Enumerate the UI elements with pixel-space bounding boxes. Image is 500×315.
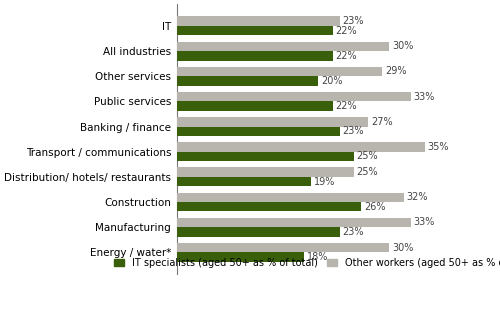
- Text: 23%: 23%: [342, 126, 364, 136]
- Text: 22%: 22%: [336, 26, 357, 36]
- Bar: [176, 167, 354, 177]
- Text: 30%: 30%: [392, 243, 413, 253]
- Bar: [176, 243, 390, 252]
- Bar: [176, 202, 361, 211]
- Text: 27%: 27%: [371, 117, 392, 127]
- Bar: [176, 142, 425, 152]
- Bar: [176, 218, 410, 227]
- Text: 19%: 19%: [314, 177, 336, 186]
- Bar: [176, 92, 410, 101]
- Text: 18%: 18%: [307, 252, 328, 262]
- Bar: [176, 177, 312, 186]
- Bar: [176, 76, 318, 86]
- Bar: [176, 26, 332, 35]
- Text: 25%: 25%: [356, 152, 378, 161]
- Bar: [176, 101, 332, 111]
- Text: 23%: 23%: [342, 227, 364, 237]
- Bar: [176, 117, 368, 127]
- Bar: [176, 67, 382, 76]
- Text: 20%: 20%: [322, 76, 343, 86]
- Text: 32%: 32%: [406, 192, 428, 202]
- Bar: [176, 192, 404, 202]
- Text: 29%: 29%: [385, 66, 406, 77]
- Text: 25%: 25%: [356, 167, 378, 177]
- Bar: [176, 152, 354, 161]
- Bar: [176, 227, 340, 237]
- Text: 30%: 30%: [392, 41, 413, 51]
- Text: 33%: 33%: [414, 92, 435, 102]
- Text: 23%: 23%: [342, 16, 364, 26]
- Text: 33%: 33%: [414, 217, 435, 227]
- Bar: [176, 16, 340, 26]
- Text: 22%: 22%: [336, 51, 357, 61]
- Bar: [176, 51, 332, 60]
- Text: 35%: 35%: [428, 142, 449, 152]
- Bar: [176, 252, 304, 262]
- Text: 26%: 26%: [364, 202, 386, 212]
- Bar: [176, 42, 390, 51]
- Legend: IT specialists (aged 50+ as % of total), Other workers (aged 50+ as % of total): IT specialists (aged 50+ as % of total),…: [110, 254, 500, 272]
- Bar: [176, 127, 340, 136]
- Text: 22%: 22%: [336, 101, 357, 111]
